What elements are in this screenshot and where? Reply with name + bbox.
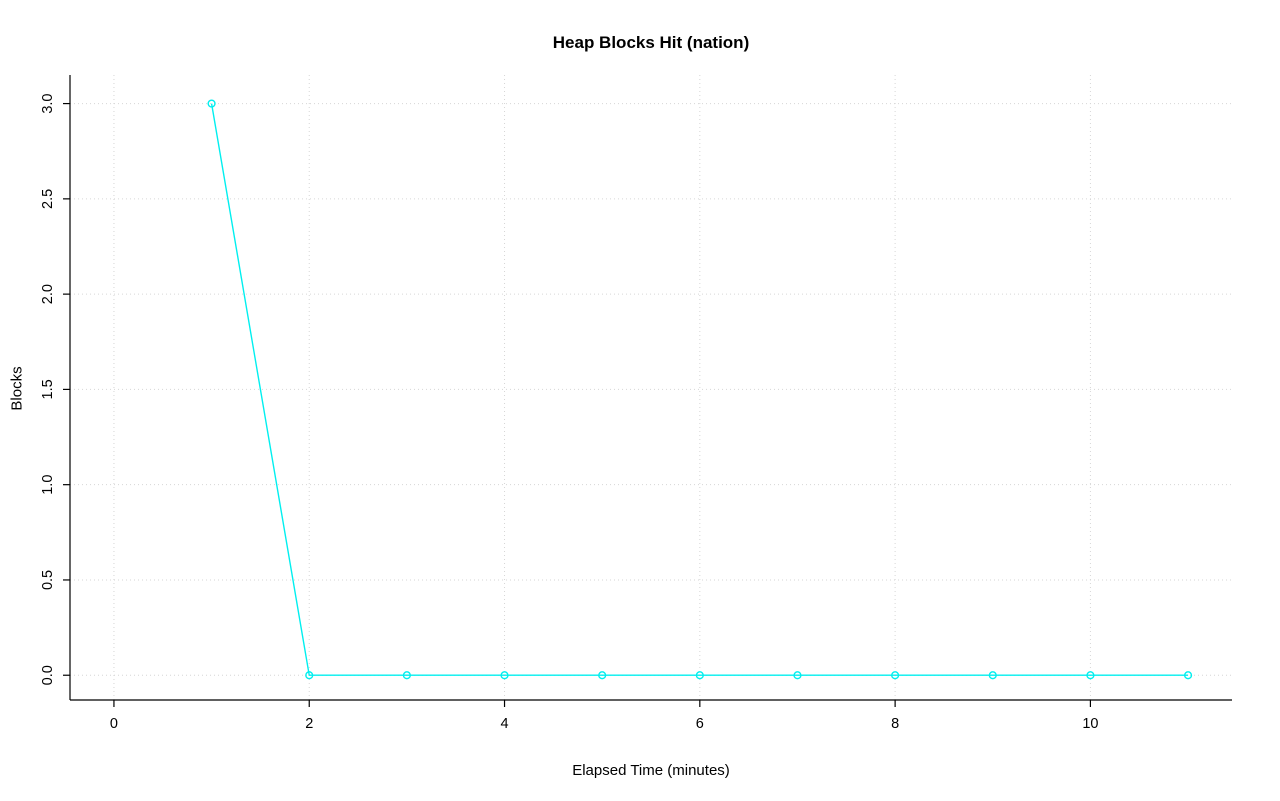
data-point-marker [305,671,314,680]
y-tick-label: 2.0 [40,284,56,304]
data-point-marker [695,671,704,680]
series-line [210,103,1189,676]
y-tick-label: 0.0 [40,665,56,685]
data-point-marker [207,99,216,108]
x-tick-label: 10 [1082,716,1098,732]
x-tick-label: 6 [696,716,704,732]
x-tick-label: 8 [891,716,899,732]
y-tick-label: 1.5 [40,379,56,399]
y-axis-label: Blocks [8,366,26,411]
data-point-marker [500,671,509,680]
chart-title: Heap Blocks Hit (nation) [552,33,750,52]
y-tick-label: 0.5 [40,570,56,590]
data-point-marker [891,671,900,680]
data-point-marker [1183,671,1193,680]
y-tick-label: 1.0 [40,475,56,495]
x-tick-label: 2 [305,716,313,732]
data-point-marker [402,671,411,680]
x-axis-label: Elapsed Time (minutes) [572,762,730,779]
data-point-marker [598,671,607,680]
data-point-marker [1086,671,1095,680]
x-tick-label: 4 [500,716,508,732]
data-point-marker [793,671,802,680]
x-tick-label: 0 [110,716,118,732]
y-tick-label: 3.0 [40,93,56,113]
data-point-marker [988,671,997,680]
y-tick-label: 2.5 [40,189,56,209]
